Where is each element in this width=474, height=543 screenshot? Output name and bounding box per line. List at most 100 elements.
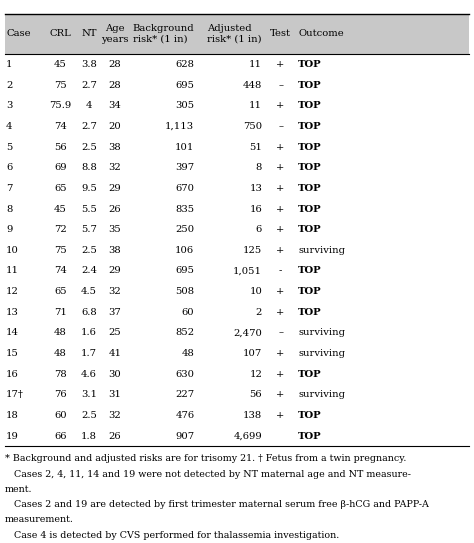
Text: 4.6: 4.6 — [81, 370, 97, 378]
Text: 6: 6 — [6, 163, 12, 172]
Bar — [5, 14, 469, 54]
Text: 107: 107 — [243, 349, 262, 358]
Text: 76: 76 — [54, 390, 66, 399]
Text: 2: 2 — [256, 308, 262, 317]
Text: 16: 16 — [249, 205, 262, 213]
Text: 750: 750 — [243, 122, 262, 131]
Text: 1,113: 1,113 — [165, 122, 194, 131]
Text: TOP: TOP — [298, 184, 322, 193]
Text: 48: 48 — [182, 349, 194, 358]
Text: +: + — [276, 143, 285, 151]
Text: 8: 8 — [256, 163, 262, 172]
Text: 4.5: 4.5 — [81, 287, 97, 296]
Text: 8: 8 — [6, 205, 12, 213]
Text: surviving: surviving — [298, 329, 345, 337]
Text: +: + — [276, 287, 285, 296]
Text: 1.8: 1.8 — [81, 432, 97, 440]
Text: –: – — [278, 329, 283, 337]
Text: 45: 45 — [54, 205, 67, 213]
Text: 397: 397 — [175, 163, 194, 172]
Text: +: + — [276, 205, 285, 213]
Text: Adjusted
risk* (1 in): Adjusted risk* (1 in) — [208, 24, 262, 43]
Text: 51: 51 — [249, 143, 262, 151]
Text: 11: 11 — [249, 60, 262, 69]
Text: 630: 630 — [175, 370, 194, 378]
Text: 16: 16 — [6, 370, 19, 378]
Text: 5.5: 5.5 — [81, 205, 97, 213]
Text: measurement.: measurement. — [5, 515, 73, 525]
Text: 6: 6 — [256, 225, 262, 234]
Text: Case: Case — [6, 29, 31, 39]
Text: 60: 60 — [182, 308, 194, 317]
Text: 28: 28 — [109, 60, 121, 69]
Text: TOP: TOP — [298, 432, 322, 440]
Text: 29: 29 — [109, 184, 121, 193]
Text: 26: 26 — [109, 432, 121, 440]
Text: TOP: TOP — [298, 163, 322, 172]
Text: TOP: TOP — [298, 308, 322, 317]
Text: -: - — [279, 267, 283, 275]
Text: 15: 15 — [6, 349, 19, 358]
Text: –: – — [278, 122, 283, 131]
Text: 25: 25 — [109, 329, 121, 337]
Text: 106: 106 — [175, 246, 194, 255]
Text: 10: 10 — [6, 246, 19, 255]
Text: 9.5: 9.5 — [81, 184, 97, 193]
Text: 305: 305 — [175, 102, 194, 110]
Text: 10: 10 — [249, 287, 262, 296]
Text: 66: 66 — [54, 432, 66, 440]
Text: 2.7: 2.7 — [81, 81, 97, 90]
Text: 835: 835 — [175, 205, 194, 213]
Text: +: + — [276, 349, 285, 358]
Text: CRL: CRL — [49, 29, 71, 39]
Text: 11: 11 — [6, 267, 19, 275]
Text: +: + — [276, 308, 285, 317]
Text: 1.7: 1.7 — [81, 349, 97, 358]
Text: surviving: surviving — [298, 390, 345, 399]
Text: +: + — [276, 163, 285, 172]
Text: 71: 71 — [54, 308, 67, 317]
Text: TOP: TOP — [298, 81, 322, 90]
Text: Age
years: Age years — [101, 24, 129, 43]
Text: 56: 56 — [54, 143, 66, 151]
Text: +: + — [276, 102, 285, 110]
Text: 476: 476 — [175, 411, 194, 420]
Text: +: + — [276, 184, 285, 193]
Text: 6.8: 6.8 — [81, 308, 97, 317]
Text: 26: 26 — [109, 205, 121, 213]
Text: 2.5: 2.5 — [81, 246, 97, 255]
Text: 448: 448 — [243, 81, 262, 90]
Text: 78: 78 — [54, 370, 66, 378]
Text: 74: 74 — [54, 122, 67, 131]
Text: Outcome: Outcome — [298, 29, 344, 39]
Text: 7: 7 — [6, 184, 12, 193]
Text: NT: NT — [81, 29, 97, 39]
Text: 17†: 17† — [6, 390, 24, 399]
Text: +: + — [276, 370, 285, 378]
Text: 29: 29 — [109, 267, 121, 275]
Text: 2.7: 2.7 — [81, 122, 97, 131]
Text: +: + — [276, 225, 285, 234]
Text: 65: 65 — [54, 184, 66, 193]
Text: 75: 75 — [54, 81, 66, 90]
Text: TOP: TOP — [298, 122, 322, 131]
Text: 12: 12 — [6, 287, 19, 296]
Text: 19: 19 — [6, 432, 19, 440]
Text: +: + — [276, 246, 285, 255]
Text: 4,699: 4,699 — [233, 432, 262, 440]
Text: TOP: TOP — [298, 267, 322, 275]
Text: 41: 41 — [109, 349, 121, 358]
Text: 30: 30 — [109, 370, 121, 378]
Text: Cases 2 and 19 are detected by first trimester maternal serum free β-hCG and PAP: Cases 2 and 19 are detected by first tri… — [5, 500, 428, 509]
Text: 13: 13 — [249, 184, 262, 193]
Text: 852: 852 — [175, 329, 194, 337]
Text: 69: 69 — [54, 163, 66, 172]
Text: 20: 20 — [109, 122, 121, 131]
Text: TOP: TOP — [298, 60, 322, 69]
Text: 1.6: 1.6 — [81, 329, 97, 337]
Text: 34: 34 — [109, 102, 121, 110]
Text: 125: 125 — [243, 246, 262, 255]
Text: Case 4 is detected by CVS performed for thalassemia investigation.: Case 4 is detected by CVS performed for … — [5, 531, 339, 540]
Text: 11: 11 — [249, 102, 262, 110]
Text: 48: 48 — [54, 329, 67, 337]
